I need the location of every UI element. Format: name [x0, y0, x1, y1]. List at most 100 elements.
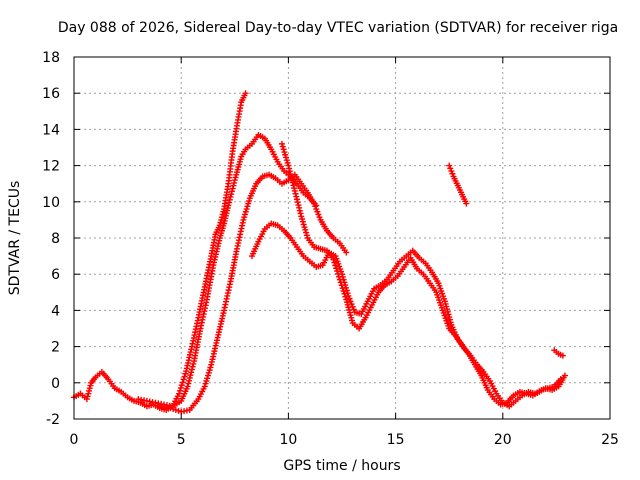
data-point — [338, 282, 345, 289]
y-tick-label: -2 — [46, 412, 60, 428]
x-tick-label: 20 — [494, 432, 512, 448]
data-point — [286, 165, 293, 172]
y-tick-label: 6 — [51, 267, 60, 283]
data-point — [176, 390, 183, 397]
data-point — [201, 383, 208, 390]
data-point — [347, 298, 354, 305]
data-point — [331, 259, 338, 266]
data-point — [330, 256, 337, 263]
satellite-track-f — [446, 162, 470, 207]
data-point — [241, 211, 248, 218]
data-point — [202, 380, 209, 387]
data-point — [205, 369, 212, 376]
data-point — [185, 380, 192, 387]
data-point — [313, 206, 320, 213]
data-point — [243, 206, 250, 213]
data-point — [288, 176, 295, 183]
data-point — [285, 162, 292, 169]
data-point — [335, 273, 342, 280]
axis-ticks — [73, 56, 611, 420]
data-point — [218, 214, 225, 221]
data-point — [244, 203, 251, 210]
data-point — [179, 379, 186, 386]
data-point — [291, 187, 298, 194]
y-axis-label: SDTVAR / TECUs — [7, 181, 23, 296]
data-point — [284, 159, 291, 166]
grid-lines — [74, 57, 610, 419]
y-tick-label: 0 — [51, 376, 60, 392]
data-point — [314, 208, 321, 215]
data-point — [220, 208, 227, 215]
data-point — [289, 179, 296, 186]
data-point — [561, 372, 568, 379]
data-point — [298, 213, 305, 220]
data-point — [449, 170, 456, 177]
data-point — [312, 203, 319, 210]
satellite-track-g — [551, 347, 566, 359]
satellite-track-e — [278, 140, 568, 408]
data-point — [334, 268, 341, 275]
data-point — [292, 190, 299, 197]
data-point — [177, 384, 184, 391]
data-point — [246, 197, 253, 204]
y-tick-label: 16 — [42, 86, 60, 102]
data-point — [303, 232, 310, 239]
data-point — [295, 202, 302, 209]
data-point — [288, 173, 295, 180]
data-point — [299, 215, 306, 222]
data-point — [279, 143, 286, 150]
data-point — [302, 226, 309, 233]
data-point — [188, 366, 195, 373]
data-point — [342, 293, 349, 300]
satellite-track-d — [248, 220, 564, 410]
data-point — [294, 199, 301, 206]
data-point — [226, 196, 233, 203]
y-tick-label: 8 — [51, 231, 60, 247]
data-point — [316, 214, 323, 221]
data-point — [296, 207, 303, 214]
data-point — [346, 295, 353, 302]
data-point — [207, 364, 214, 371]
data-point — [299, 218, 306, 225]
data-point — [287, 171, 294, 178]
data-point — [206, 367, 213, 374]
data-point — [291, 185, 298, 192]
data-point — [178, 382, 185, 389]
data-point — [341, 290, 348, 297]
data-point — [345, 292, 352, 299]
data-point — [86, 387, 93, 394]
y-tick-label: 14 — [42, 122, 60, 138]
data-point — [282, 154, 289, 161]
data-point — [184, 383, 191, 390]
data-point — [296, 204, 303, 211]
data-point — [186, 377, 193, 384]
data-point — [85, 390, 92, 397]
data-point — [188, 369, 195, 376]
data-point — [336, 276, 343, 283]
data-point — [83, 396, 90, 403]
data-point — [348, 301, 355, 308]
data-point — [219, 211, 226, 218]
data-point — [281, 149, 288, 156]
x-tick-label: 10 — [279, 432, 297, 448]
data-point — [446, 162, 453, 169]
data-point — [241, 214, 248, 221]
data-point — [315, 211, 322, 218]
data-point — [335, 270, 342, 277]
y-tick-label: 2 — [51, 340, 60, 356]
y-tick-label: 10 — [42, 195, 60, 211]
y-tick-label: 4 — [51, 303, 60, 319]
data-point — [286, 168, 293, 175]
data-point — [311, 200, 318, 207]
data-point — [242, 90, 249, 97]
data-point — [242, 208, 249, 215]
data-point — [245, 200, 252, 207]
x-axis-label: GPS time / hours — [283, 458, 400, 474]
data-point — [293, 196, 300, 203]
data-point — [282, 151, 289, 158]
data-point — [332, 262, 339, 269]
y-tick-label: 18 — [42, 50, 60, 66]
data-point — [559, 352, 566, 359]
data-point — [343, 249, 350, 256]
data-point — [203, 377, 210, 384]
